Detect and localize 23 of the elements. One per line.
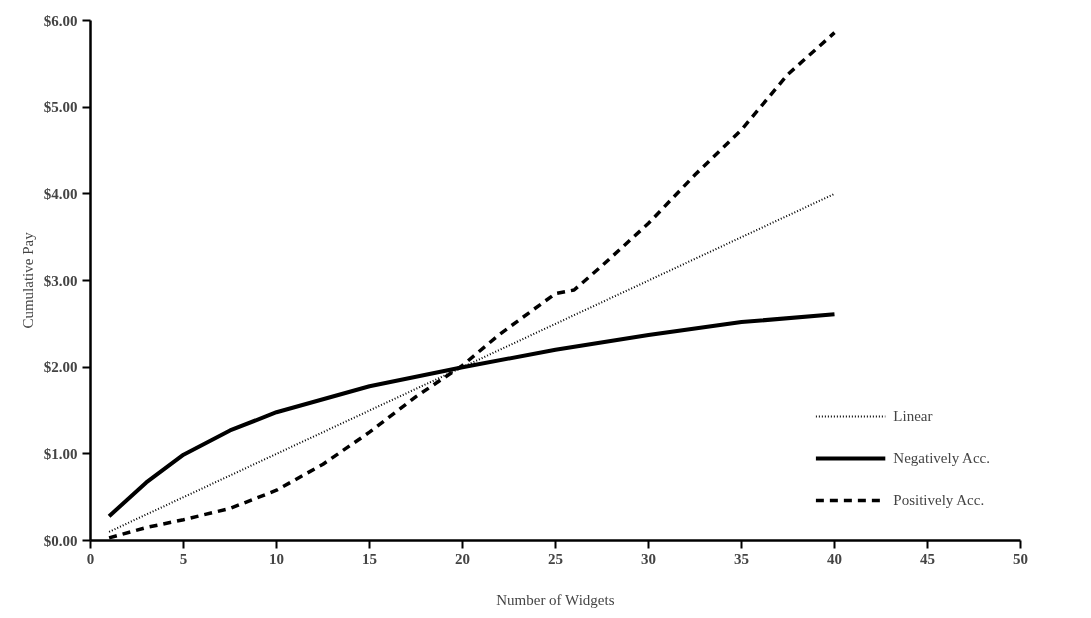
x-tick-label: 10	[269, 550, 284, 567]
y-tick-label: $3.00	[43, 272, 78, 289]
x-tick-label: 20	[455, 550, 470, 567]
x-tick-label: 50	[1013, 550, 1028, 567]
y-axis-title: Cumulative Pay	[19, 231, 36, 329]
x-tick-label: 40	[827, 550, 842, 567]
y-tick-label: $6.00	[43, 12, 78, 29]
y-tick-label: $4.00	[43, 185, 78, 202]
y-tick-label: $0.00	[43, 532, 78, 549]
x-tick-label: 35	[734, 550, 749, 567]
y-tick-label: $1.00	[43, 445, 78, 462]
y-tick-label: $2.00	[43, 359, 78, 376]
legend-label: Linear	[893, 407, 933, 425]
x-tick-label: 25	[548, 550, 563, 567]
y-tick-label: $5.00	[43, 99, 78, 116]
legend-label: Negatively Acc.	[893, 449, 990, 467]
x-tick-label: 0	[86, 550, 95, 567]
x-tick-label: 30	[641, 550, 656, 567]
x-tick-label: 5	[179, 550, 188, 567]
x-tick-label: 45	[920, 550, 935, 567]
x-tick-label: 15	[362, 550, 377, 567]
x-axis-title: Number of Widgets	[496, 591, 615, 608]
legend-label: Positively Acc.	[893, 491, 985, 509]
